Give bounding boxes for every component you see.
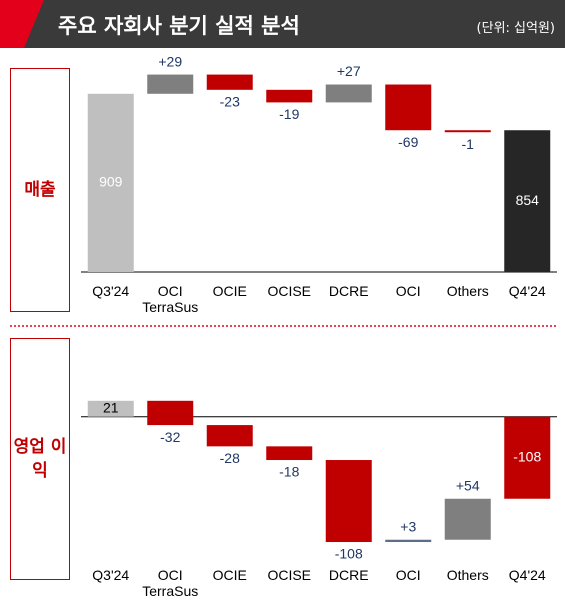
value-label: -69 bbox=[398, 134, 418, 150]
x-tick-label: OCISE bbox=[267, 283, 312, 299]
x-tick-label: Others bbox=[446, 567, 489, 583]
bar bbox=[266, 89, 313, 103]
value-label: +29 bbox=[158, 53, 182, 69]
x-tick-label: OCI TerraSus bbox=[142, 567, 199, 599]
x-tick-label: OCI bbox=[395, 567, 421, 583]
bar bbox=[504, 130, 551, 272]
value-label: -108 bbox=[335, 546, 363, 562]
side-label: 매출 bbox=[10, 68, 70, 312]
x-tick-label: Q4'24 bbox=[508, 567, 546, 583]
x-tick-label: OCIE bbox=[212, 283, 247, 299]
bar bbox=[266, 446, 313, 461]
x-tick-label: Others bbox=[446, 283, 489, 299]
bar bbox=[206, 425, 253, 447]
x-tick-label: DCRE bbox=[328, 567, 369, 583]
bar bbox=[504, 416, 551, 499]
bar bbox=[385, 539, 432, 543]
value-label: 909 bbox=[99, 174, 123, 190]
bar bbox=[325, 460, 372, 543]
bar bbox=[87, 93, 134, 272]
x-tick-label: Q3'24 bbox=[92, 283, 130, 299]
title: 주요 자회사 분기 실적 분석 bbox=[58, 14, 300, 38]
value-label: +3 bbox=[400, 518, 416, 534]
header-bar bbox=[0, 0, 565, 48]
x-tick-label: OCIE bbox=[212, 567, 247, 583]
bar bbox=[444, 130, 491, 133]
value-label: -1 bbox=[462, 136, 475, 152]
x-tick-label: OCISE bbox=[267, 567, 312, 583]
x-tick-label: DCRE bbox=[328, 283, 369, 299]
value-label: +27 bbox=[337, 63, 361, 79]
value-label: 21 bbox=[103, 399, 119, 415]
value-label: 854 bbox=[516, 192, 540, 208]
value-label: -19 bbox=[279, 106, 299, 122]
bar bbox=[325, 84, 372, 103]
value-label: -32 bbox=[160, 429, 180, 445]
x-tick-label: Q3'24 bbox=[92, 567, 130, 583]
value-label: -108 bbox=[513, 448, 541, 464]
bar bbox=[147, 400, 194, 426]
bar bbox=[147, 74, 194, 94]
x-tick-label: OCI TerraSus bbox=[142, 283, 199, 315]
x-tick-label: OCI bbox=[395, 283, 421, 299]
value-label: -23 bbox=[220, 94, 240, 110]
x-tick-label: Q4'24 bbox=[508, 283, 546, 299]
header-accent bbox=[0, 0, 44, 48]
side-label: 영업 이익 bbox=[10, 338, 70, 580]
value-label: -28 bbox=[220, 450, 240, 466]
bar bbox=[385, 84, 432, 131]
unit: (단위: 십억원) bbox=[476, 21, 555, 36]
bar bbox=[87, 400, 134, 417]
value-label: +54 bbox=[456, 477, 480, 493]
value-label: -18 bbox=[279, 464, 299, 480]
bar bbox=[206, 74, 253, 90]
bar bbox=[444, 498, 491, 540]
